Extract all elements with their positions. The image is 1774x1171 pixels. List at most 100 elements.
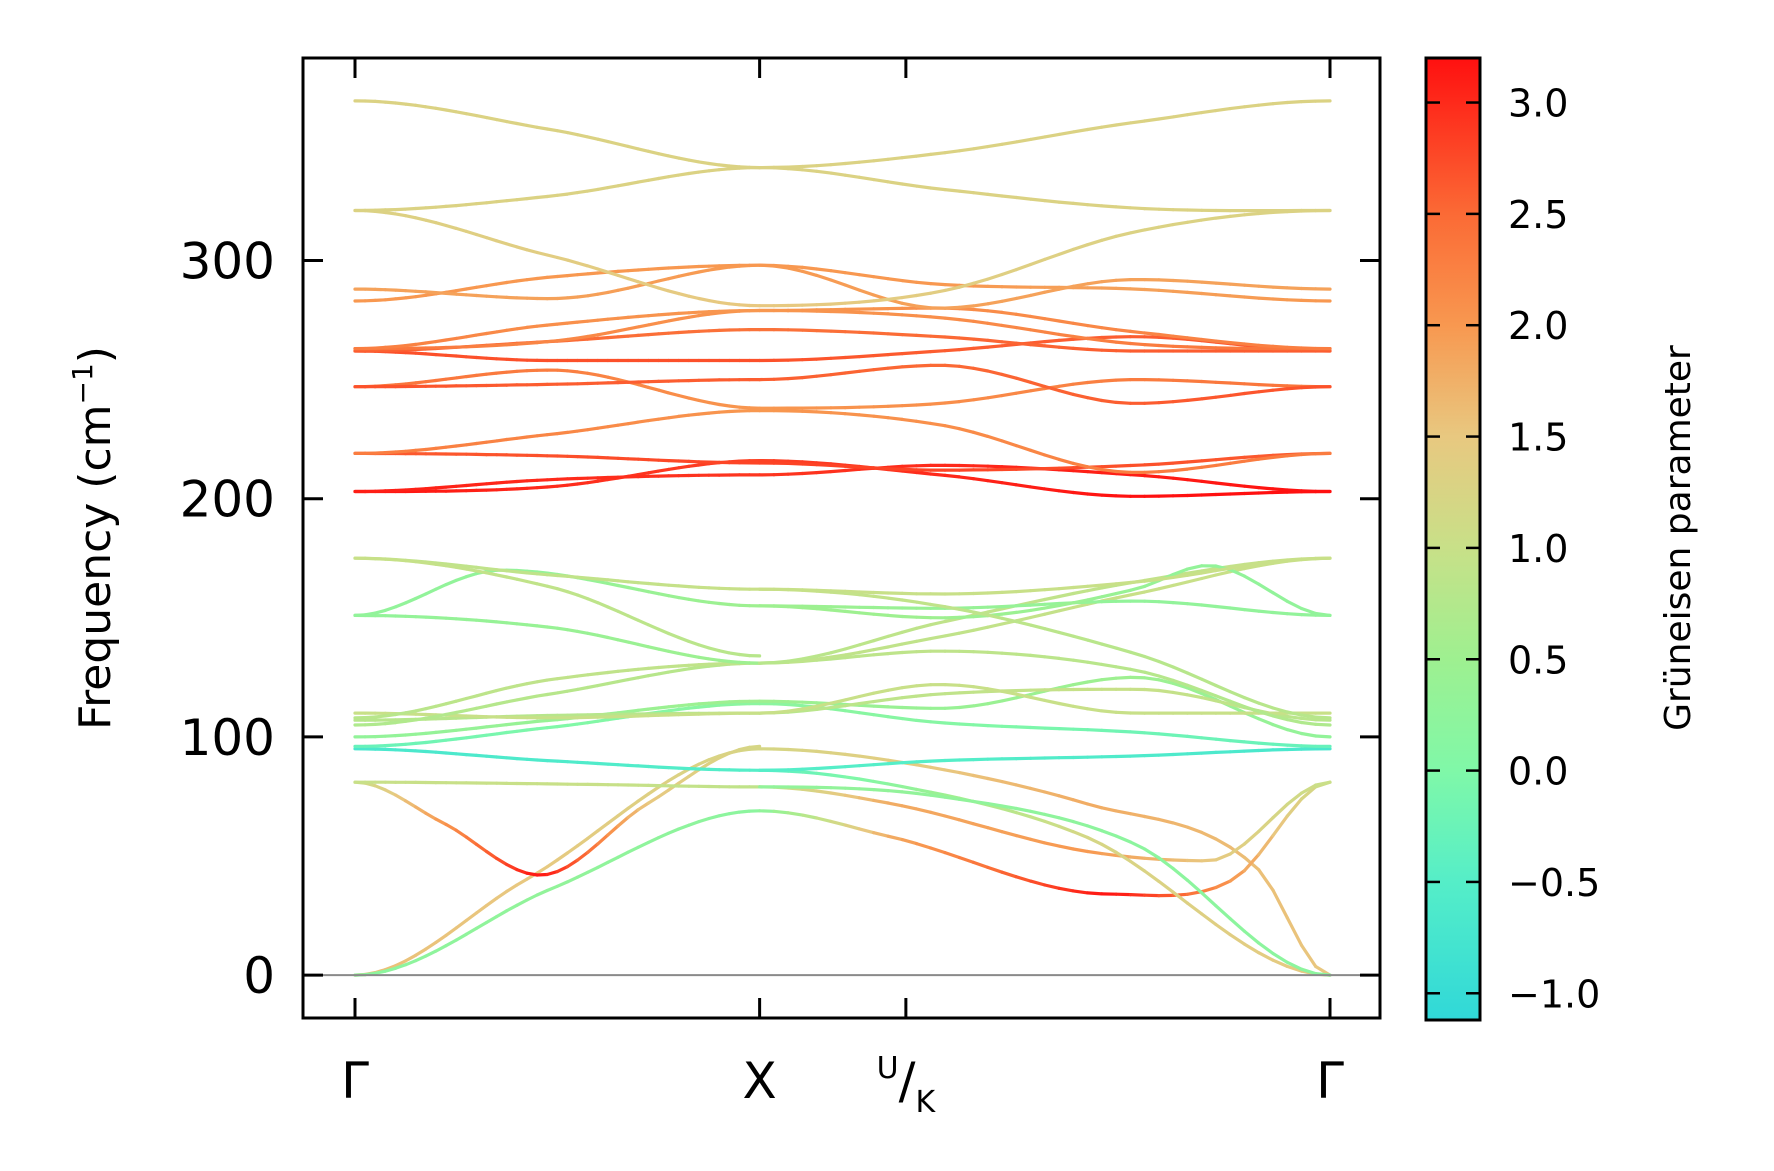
band-segment	[1257, 941, 1275, 956]
band-segment	[1114, 809, 1133, 816]
band-segment	[575, 337, 590, 342]
band-segment	[505, 436, 519, 442]
band-segment	[393, 288, 408, 293]
band-segment	[596, 425, 610, 430]
band-segment	[1185, 110, 1204, 117]
band-segment	[1314, 722, 1332, 727]
band-segment	[626, 268, 640, 273]
band-segment	[1299, 606, 1318, 616]
band-segment	[857, 590, 876, 595]
band-segment	[454, 292, 468, 297]
band-segment	[857, 593, 876, 598]
band-segment	[900, 694, 919, 700]
band-segment	[786, 376, 805, 381]
band-segment	[786, 461, 805, 466]
x-tick-label: X	[742, 1052, 776, 1110]
band-segment	[1000, 610, 1018, 616]
band-segment	[616, 286, 630, 292]
band-segment	[666, 466, 681, 471]
band-segment	[687, 653, 701, 659]
band-segment	[1043, 330, 1061, 336]
band-segment	[957, 690, 976, 695]
band-segment	[1028, 448, 1047, 457]
band-segment	[636, 666, 651, 671]
band-segment	[606, 635, 620, 642]
band-segment	[707, 410, 721, 415]
band-segment	[707, 814, 721, 821]
band-segment	[404, 102, 418, 107]
band-segment	[515, 197, 529, 202]
band-segment	[1171, 573, 1190, 580]
band-segment	[737, 660, 752, 665]
band-segment	[586, 264, 600, 271]
band-segment	[1157, 461, 1175, 466]
band-branch	[757, 768, 1332, 977]
band-segment	[914, 280, 933, 286]
band-segment	[914, 841, 933, 850]
band-segment	[1071, 598, 1090, 605]
band-segment	[943, 305, 961, 310]
band-segment	[1000, 481, 1018, 487]
band-segment	[843, 283, 862, 292]
band-segment	[535, 572, 549, 577]
band-segment	[1214, 106, 1232, 113]
band-segment	[1028, 879, 1047, 887]
band-segment	[843, 310, 862, 315]
band-segment	[727, 302, 742, 307]
band-branch	[353, 99, 762, 170]
band-segment	[857, 648, 876, 655]
band-segment	[677, 635, 691, 644]
band-segment	[1114, 729, 1133, 734]
band-segment	[545, 193, 559, 199]
band-segment	[1000, 806, 1018, 815]
band-segment	[1214, 339, 1232, 345]
band-segment	[545, 869, 559, 877]
band-segment	[1085, 125, 1104, 132]
band-segment	[606, 270, 620, 277]
band-segment	[636, 314, 651, 319]
band-segment	[1085, 707, 1104, 713]
band-segment	[656, 705, 671, 710]
band-segment	[677, 171, 691, 177]
band-segment	[1028, 786, 1047, 794]
band-segment	[515, 570, 529, 575]
band-branch	[757, 687, 1332, 722]
band-segment	[464, 567, 478, 573]
band-segment	[914, 693, 933, 698]
band-segment	[829, 269, 847, 275]
band-segment	[800, 588, 819, 593]
band-segment	[565, 131, 580, 137]
band-segment	[1085, 824, 1104, 833]
colorbar-tick-label: 1.0	[1508, 527, 1568, 571]
band-segment	[1014, 725, 1033, 730]
band-branch	[353, 701, 762, 749]
band-segment	[900, 639, 919, 646]
band-segment	[1157, 469, 1175, 474]
band-segment	[1157, 600, 1175, 605]
band-segment	[886, 696, 904, 702]
band-segment	[829, 653, 847, 659]
band-segment	[575, 481, 590, 486]
band-segment	[616, 763, 630, 768]
band-segment	[1057, 591, 1075, 599]
band-segment	[929, 602, 947, 609]
band-segment	[697, 160, 711, 166]
band-segment	[900, 614, 919, 619]
band-segment	[1000, 724, 1018, 729]
band-segment	[606, 329, 620, 335]
band-segment	[434, 377, 448, 383]
band-segment	[971, 773, 990, 781]
band-segment	[393, 963, 408, 970]
band-segment	[1157, 278, 1175, 283]
band-segment	[957, 818, 976, 826]
band-segment	[900, 403, 919, 408]
band-segment	[986, 479, 1004, 485]
band-segment	[444, 484, 458, 489]
band-segment	[1185, 379, 1204, 384]
band-segment	[565, 628, 580, 634]
band-segment	[886, 296, 904, 301]
band-segment	[404, 718, 418, 723]
band-branch	[353, 349, 762, 363]
band-segment	[656, 388, 671, 395]
band-segment	[515, 867, 529, 875]
